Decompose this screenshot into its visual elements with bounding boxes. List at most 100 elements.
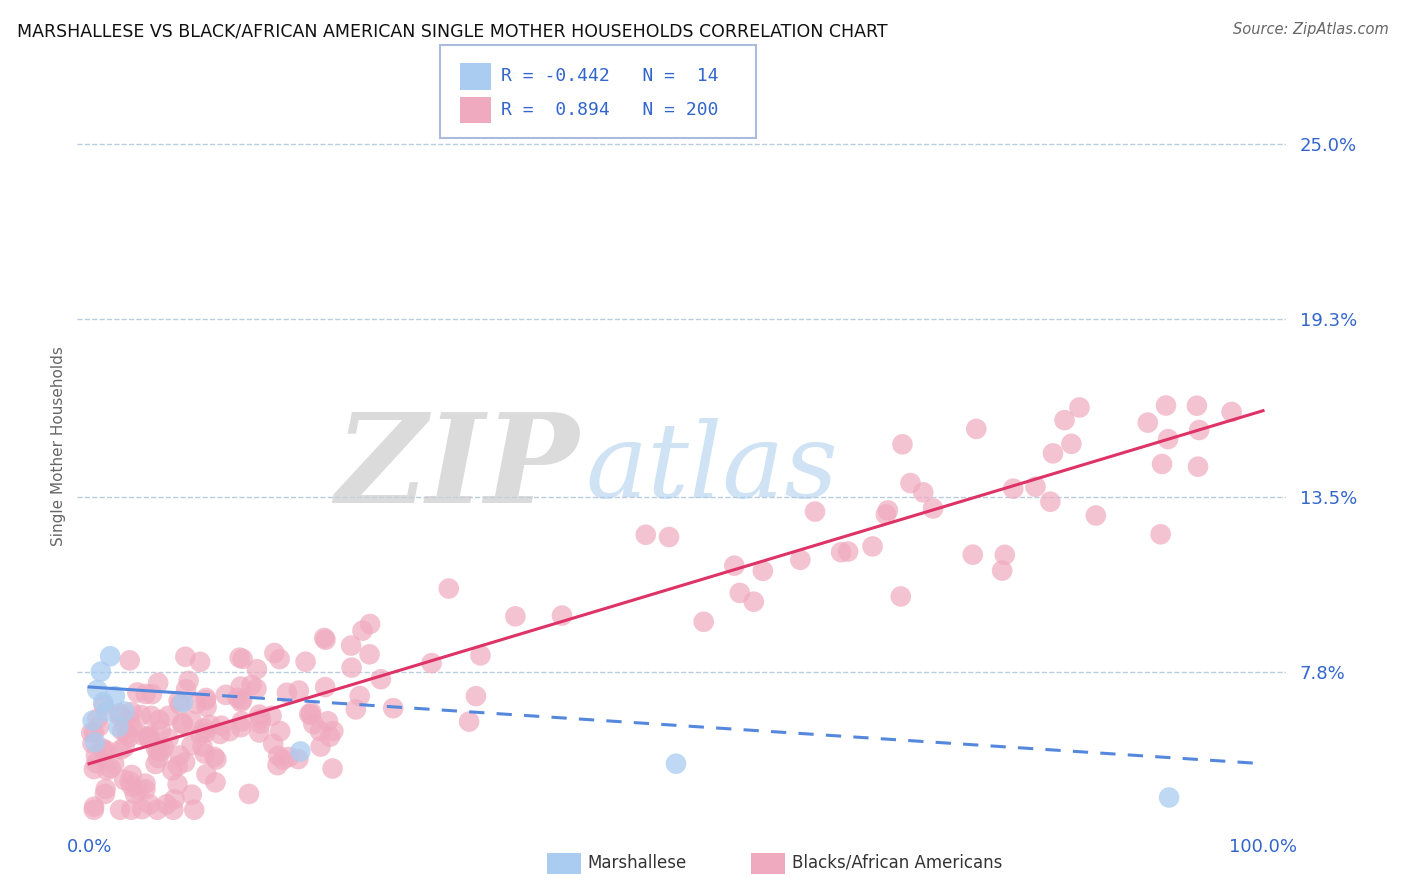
Point	[148, 751, 170, 765]
Point	[269, 652, 291, 666]
Point	[218, 724, 240, 739]
Point	[80, 726, 103, 740]
Point	[82, 714, 104, 728]
Point	[728, 586, 751, 600]
Point	[247, 707, 270, 722]
Point	[965, 422, 987, 436]
Point	[134, 782, 156, 797]
Point	[240, 678, 263, 692]
Point	[994, 548, 1017, 562]
Point	[382, 701, 405, 715]
Text: R = -0.442   N =  14: R = -0.442 N = 14	[501, 67, 718, 85]
Point	[193, 722, 215, 736]
Point	[103, 756, 125, 771]
Point	[1187, 459, 1209, 474]
Point	[742, 595, 765, 609]
Point	[121, 721, 143, 735]
Point	[152, 740, 174, 755]
Point	[155, 797, 177, 812]
Point	[370, 672, 392, 686]
Point	[112, 772, 135, 787]
Point	[1060, 437, 1083, 451]
Point	[962, 548, 984, 562]
Point	[1152, 457, 1174, 471]
Point	[166, 759, 188, 773]
Point	[247, 725, 270, 739]
Point	[922, 501, 945, 516]
Point	[145, 741, 167, 756]
Point	[1220, 405, 1243, 419]
Point	[420, 656, 443, 670]
Point	[830, 545, 852, 559]
Point	[194, 725, 217, 739]
Point	[250, 712, 273, 726]
Point	[287, 752, 309, 766]
Point	[118, 730, 141, 744]
Point	[146, 676, 169, 690]
Point	[229, 720, 252, 734]
Point	[723, 558, 745, 573]
Point	[231, 693, 253, 707]
Point	[634, 528, 657, 542]
Point	[302, 717, 325, 731]
Point	[1159, 790, 1181, 805]
Point	[202, 750, 225, 764]
Point	[322, 724, 344, 739]
Point	[229, 695, 252, 709]
Point	[84, 747, 107, 762]
Point	[249, 716, 271, 731]
Point	[108, 706, 131, 721]
Point	[148, 744, 170, 758]
Point	[141, 709, 163, 723]
Text: atlas: atlas	[585, 418, 838, 519]
Point	[437, 582, 460, 596]
Point	[135, 687, 157, 701]
Point	[875, 508, 897, 522]
Point	[174, 755, 197, 769]
Point	[131, 728, 153, 742]
Point	[340, 660, 363, 674]
Point	[145, 757, 167, 772]
Point	[141, 687, 163, 701]
Point	[110, 742, 132, 756]
Point	[1154, 399, 1177, 413]
Point	[290, 744, 312, 758]
Point	[114, 740, 136, 755]
Point	[238, 787, 260, 801]
Point	[96, 743, 118, 757]
Point	[194, 693, 217, 707]
Point	[108, 803, 131, 817]
Point	[890, 590, 912, 604]
Point	[991, 564, 1014, 578]
Point	[96, 763, 118, 777]
Point	[148, 713, 170, 727]
Point	[276, 686, 298, 700]
Point	[107, 720, 129, 734]
Point	[226, 690, 249, 705]
Point	[195, 691, 218, 706]
Point	[229, 680, 252, 694]
Point	[129, 708, 152, 723]
Point	[91, 695, 114, 709]
Point	[1136, 416, 1159, 430]
Point	[162, 803, 184, 817]
Point	[91, 741, 114, 756]
Point	[344, 702, 367, 716]
Point	[299, 707, 322, 722]
Point	[124, 787, 146, 801]
Point	[298, 707, 321, 722]
Point	[1039, 494, 1062, 508]
Point	[191, 739, 214, 754]
Point	[149, 723, 172, 738]
Point	[340, 639, 363, 653]
Point	[294, 655, 316, 669]
Point	[127, 685, 149, 699]
Point	[505, 609, 527, 624]
Point	[658, 530, 681, 544]
Point	[180, 714, 202, 728]
Point	[83, 803, 105, 817]
Point	[86, 683, 108, 698]
Point	[172, 716, 194, 731]
Point	[121, 779, 143, 793]
Point	[96, 705, 118, 719]
